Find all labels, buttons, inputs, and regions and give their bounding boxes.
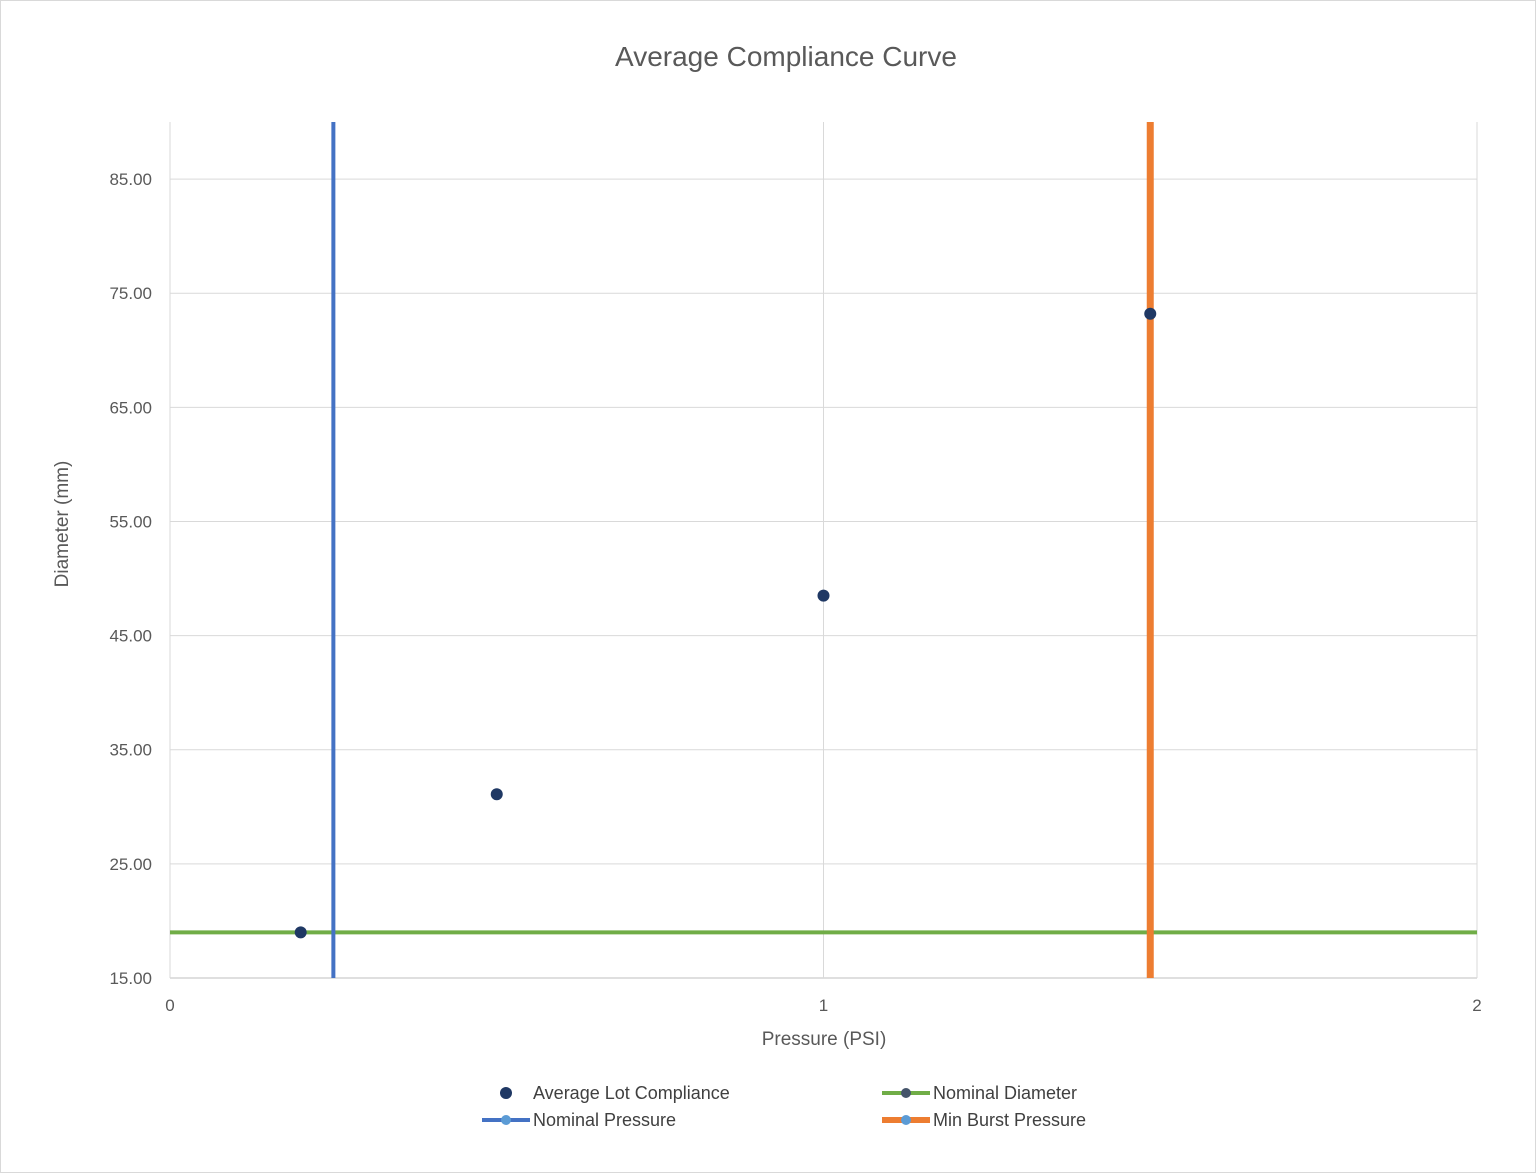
y-tick-label: 35.00	[109, 741, 152, 760]
legend: Average Lot Compliance Nominal Diameter No…	[482, 1083, 1086, 1130]
legend-label: Average Lot Compliance	[533, 1083, 730, 1103]
x-tick-label: 0	[165, 996, 174, 1015]
legend-nominal-pressure: Nominal Pressure	[482, 1110, 676, 1130]
y-tick-label: 85.00	[109, 170, 152, 189]
grid	[169, 122, 1478, 979]
legend-marker	[901, 1115, 911, 1125]
x-tick-label: 2	[1472, 996, 1481, 1015]
y-tick-label: 15.00	[109, 969, 152, 988]
reference-lines	[170, 122, 1477, 978]
data-points	[294, 307, 1157, 939]
y-tick-label: 75.00	[109, 284, 152, 303]
legend-marker	[901, 1088, 911, 1098]
legend-label: Nominal Pressure	[533, 1110, 676, 1130]
legend-marker	[500, 1087, 512, 1099]
y-tick-label: 25.00	[109, 855, 152, 874]
data-point	[490, 788, 503, 801]
legend-nominal-diameter: Nominal Diameter	[882, 1083, 1077, 1103]
y-axis-title: Diameter (mm)	[52, 461, 73, 588]
legend-label: Min Burst Pressure	[933, 1110, 1086, 1130]
y-tick-label: 45.00	[109, 627, 152, 646]
x-tick-label: 1	[819, 996, 828, 1015]
legend-label: Nominal Diameter	[933, 1083, 1077, 1103]
y-tick-label: 65.00	[109, 398, 152, 417]
legend-average-lot-compliance: Average Lot Compliance	[500, 1083, 730, 1103]
data-point	[1144, 307, 1157, 320]
x-axis-title: Pressure (PSI)	[762, 1029, 887, 1050]
y-tick-label: 55.00	[109, 512, 152, 531]
legend-min-burst-pressure: Min Burst Pressure	[882, 1110, 1086, 1130]
legend-marker	[501, 1115, 511, 1125]
data-point	[817, 589, 830, 602]
chart-title: Average Compliance Curve	[615, 41, 957, 72]
data-point	[294, 926, 307, 939]
tick-labels: 15.00 25.00 35.00 45.00 55.00 65.00 75.00 85.00…	[109, 170, 1481, 1015]
